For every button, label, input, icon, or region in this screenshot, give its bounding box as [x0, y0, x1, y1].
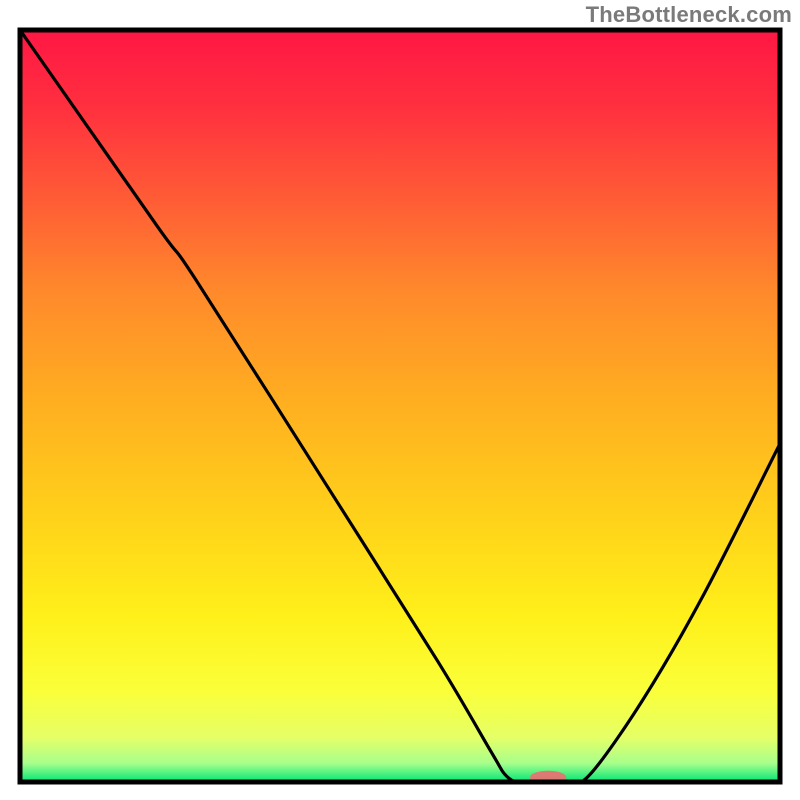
bottleneck-chart: [0, 0, 800, 800]
plot-background: [20, 30, 780, 782]
chart-root: { "watermark": { "text": "TheBottleneck.…: [0, 0, 800, 800]
